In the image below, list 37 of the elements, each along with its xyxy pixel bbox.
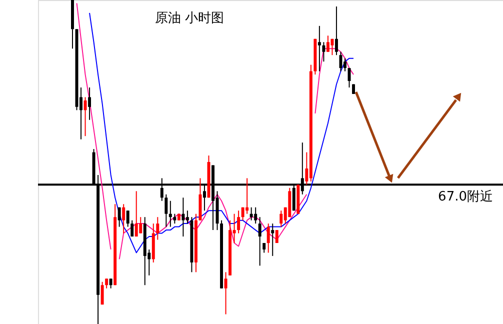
candlestick [130,220,134,238]
candlestick [318,25,321,72]
candlestick [266,223,270,254]
candlestick [241,206,244,221]
candlestick [275,230,278,244]
candlestick [88,86,92,120]
candlestick [271,223,274,256]
candlestick [139,216,142,234]
candlestick [339,51,342,72]
text: 原油 小时图 [155,11,224,26]
candlestick [237,210,240,234]
candlestick [224,272,228,315]
candlestick [105,278,108,289]
candlestick [100,281,104,306]
candlestick [254,206,258,224]
candlestick [334,6,338,56]
candlestick [122,204,126,234]
candlestick [118,206,121,228]
candlestick [164,194,168,228]
candlestick [134,190,138,238]
candlestick [246,178,249,214]
candlestick [280,210,283,228]
candlestick [322,42,326,62]
candlestick [156,216,160,240]
candlestick [126,210,130,228]
candlestick [168,200,172,228]
ref-line-label: 67.0附近 [438,190,493,205]
candlestick [186,210,189,224]
candlestick [326,35,330,52]
candlestick [250,206,253,221]
candlestick [109,278,112,289]
candlestick [262,242,266,254]
candlestick [330,38,334,56]
candlestick [84,96,87,137]
candlestick [182,197,185,238]
candlestick [173,213,176,224]
candlestick [258,216,262,266]
